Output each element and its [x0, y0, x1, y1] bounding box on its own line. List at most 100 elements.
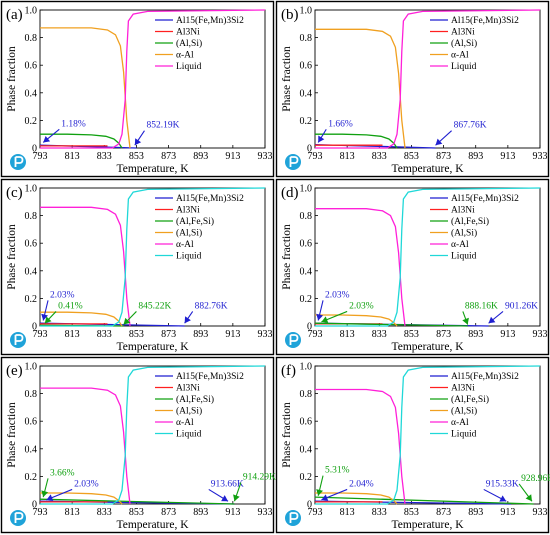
y-tick-label: 0.6	[300, 239, 313, 250]
x-tick-label: 933	[258, 329, 273, 340]
series-line-5	[315, 9, 541, 149]
annotation-label: 1.66%	[328, 119, 353, 129]
plot-area	[314, 187, 541, 327]
annotation-label: 852.19K	[146, 121, 179, 131]
x-tick-label: 793	[308, 507, 323, 518]
legend-label: (Al,Si)	[451, 38, 477, 49]
annotation-arrowhead	[435, 138, 443, 146]
panel-label: (e)	[6, 363, 23, 379]
x-tick-label: 833	[97, 507, 112, 518]
chart-panel-3: 793 813 833 853 873 893 913 933 0 0.2 0.4 0.6 0.8 1.0…	[0, 178, 275, 356]
x-tick-label: 833	[372, 151, 387, 162]
legend-label: Al15(Fe,Mn)3Si2	[451, 15, 519, 26]
series-line-6	[315, 187, 541, 327]
x-tick-label: 873	[161, 151, 176, 162]
annotation-arrowhead	[488, 316, 496, 324]
legend-label: Al3Ni	[451, 28, 475, 38]
legend-label: Liquid	[176, 252, 202, 262]
x-tick-label: 793	[308, 151, 323, 162]
annotation-label: 928.96K	[521, 474, 550, 484]
series-line-3	[39, 498, 235, 505]
series-line-3	[314, 322, 468, 327]
legend-label: Al15(Fe,Mn)3Si2	[176, 15, 244, 26]
legend-label: Liquid	[451, 62, 477, 72]
legend-label: α-Al	[176, 240, 194, 250]
series-line-4	[40, 27, 131, 149]
x-tick-label: 853	[129, 507, 144, 518]
x-tick-label: 893	[468, 151, 483, 162]
plot-area	[39, 365, 266, 505]
y-tick-label: 0	[307, 500, 312, 511]
y-tick-label: 1.0	[25, 184, 38, 195]
y-tick-label: 0.4	[25, 266, 38, 277]
series-line-5	[40, 387, 131, 505]
x-tick-label: 853	[129, 151, 144, 162]
series-line-5	[315, 208, 406, 327]
legend-label: Liquid	[451, 430, 477, 440]
legend-label: Liquid	[176, 62, 202, 72]
x-tick-label: 873	[436, 151, 451, 162]
plot-area	[314, 365, 541, 505]
annotation-label: 913.66K	[211, 479, 244, 489]
legend-label: Al3Ni	[451, 384, 475, 394]
x-tick-label: 793	[33, 151, 48, 162]
x-tick-label: 873	[161, 329, 176, 340]
logo-icon	[285, 510, 301, 526]
chart-panel-1: 793 813 833 853 873 893 913 933 0 0.2 0.4 0.6 0.8 1.0…	[0, 0, 275, 178]
annotation-arrowhead	[321, 316, 329, 323]
x-tick-label: 853	[129, 329, 144, 340]
annotation-arrowhead	[499, 495, 507, 502]
x-tick-label: 813	[65, 329, 80, 340]
y-tick-label: 0.8	[25, 33, 38, 44]
y-tick-label: 0.6	[25, 61, 38, 72]
y-tick-label: 0.2	[300, 116, 313, 127]
annotation-arrowhead	[44, 316, 52, 324]
y-tick-label: 0.2	[25, 116, 38, 127]
y-tick-label: 0.2	[25, 294, 38, 305]
y-axis-label: Phase fraction	[281, 402, 293, 468]
annotation-label: 1.18%	[61, 119, 86, 129]
y-tick-label: 0.6	[300, 417, 313, 428]
y-tick-label: 0	[32, 144, 37, 155]
annotation-label: 915.33K	[486, 479, 519, 489]
y-tick-label: 0.2	[300, 294, 313, 305]
x-tick-label: 913	[225, 507, 240, 518]
x-tick-label: 933	[533, 507, 548, 518]
series-line-6	[315, 365, 541, 505]
annotation-label: 2.03%	[349, 301, 374, 311]
logo-icon	[285, 332, 301, 348]
legend-label: Al15(Fe,Mn)3Si2	[451, 193, 519, 204]
annotation-arrowhead	[525, 494, 532, 502]
x-axis-label: Temperature, K	[392, 519, 465, 531]
y-tick-label: 0	[32, 500, 37, 511]
annotation-label: 3.66%	[50, 468, 75, 478]
annotation-arrowhead	[321, 494, 329, 501]
x-tick-label: 853	[404, 507, 419, 518]
series-line-4	[315, 28, 406, 149]
annotation-arrowhead	[318, 135, 325, 143]
x-axis-label: Temperature, K	[117, 341, 190, 353]
legend-label: Al3Ni	[451, 206, 475, 216]
annotation-arrowhead	[134, 138, 142, 146]
chart-panel-6: 793 813 833 853 873 893 913 933 0 0.2 0.4 0.6 0.8 1.0…	[275, 356, 550, 534]
legend-label: Al3Ni	[176, 28, 200, 38]
annotation-arrowhead	[221, 495, 229, 502]
chart-panel-2: 793 813 833 853 873 893 913 933 0 0.2 0.4 0.6 0.8 1.0…	[275, 0, 550, 178]
annotation-arrowhead	[462, 317, 469, 325]
panel-label: (f)	[281, 363, 296, 379]
logo-mark	[14, 512, 24, 523]
x-tick-label: 833	[372, 329, 387, 340]
annotation-arrowhead	[123, 317, 131, 325]
legend-label: (Al,Fe,Si)	[451, 394, 489, 405]
x-tick-label: 793	[33, 329, 48, 340]
x-tick-label: 813	[340, 151, 355, 162]
legend-label: Liquid	[176, 430, 202, 440]
annotation-label: 867.76K	[454, 121, 487, 131]
legend-label: (Al,Si)	[176, 406, 202, 417]
y-tick-label: 0.4	[25, 444, 38, 455]
annotation-arrowhead	[316, 489, 323, 496]
annotation-label: 2.03%	[325, 290, 350, 300]
y-tick-label: 0	[32, 322, 37, 333]
y-tick-label: 1.0	[25, 362, 38, 373]
